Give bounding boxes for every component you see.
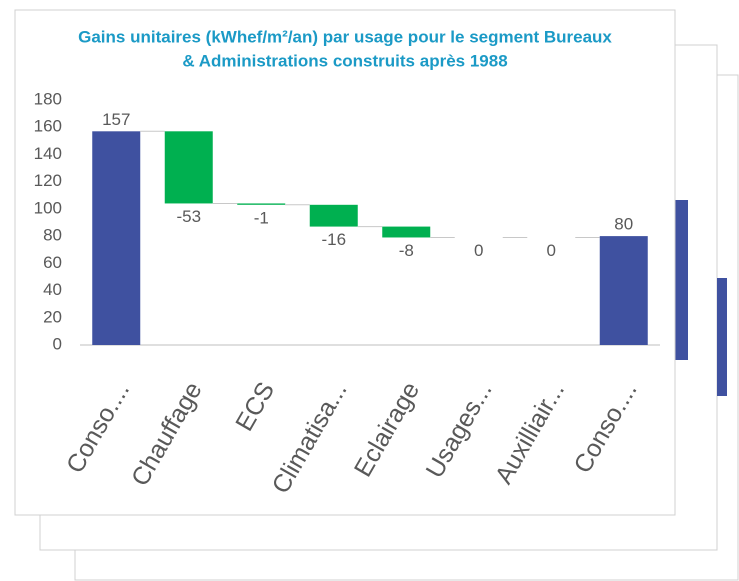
value-label: 0	[474, 241, 483, 260]
value-label: -1	[254, 208, 269, 227]
y-tick-label: 140	[34, 144, 62, 163]
y-tick-label: 80	[43, 226, 62, 245]
y-tick-label: 160	[34, 117, 62, 136]
bar	[309, 204, 358, 227]
bar	[382, 226, 431, 238]
y-tick-label: 100	[34, 198, 62, 217]
value-label: 0	[547, 241, 556, 260]
y-tick-label: 180	[34, 89, 62, 108]
value-label: 157	[102, 110, 130, 129]
y-tick-label: 20	[43, 307, 62, 326]
bar	[92, 131, 141, 345]
y-tick-label: 60	[43, 253, 62, 272]
back-bar	[675, 200, 688, 360]
value-label: 80	[614, 215, 633, 234]
chart-title: & Administrations construits après 1988	[182, 51, 507, 70]
y-tick-label: 0	[53, 334, 62, 353]
bar	[164, 131, 213, 204]
value-label: -8	[399, 241, 414, 260]
back-bar	[717, 278, 727, 396]
bar	[599, 236, 648, 345]
value-label: -16	[321, 230, 346, 249]
value-label: -53	[176, 207, 201, 226]
bar	[237, 203, 286, 205]
chart-title: Gains unitaires (kWhef/m²/an) par usage …	[78, 27, 612, 46]
y-tick-label: 120	[34, 171, 62, 190]
y-tick-label: 40	[43, 280, 62, 299]
